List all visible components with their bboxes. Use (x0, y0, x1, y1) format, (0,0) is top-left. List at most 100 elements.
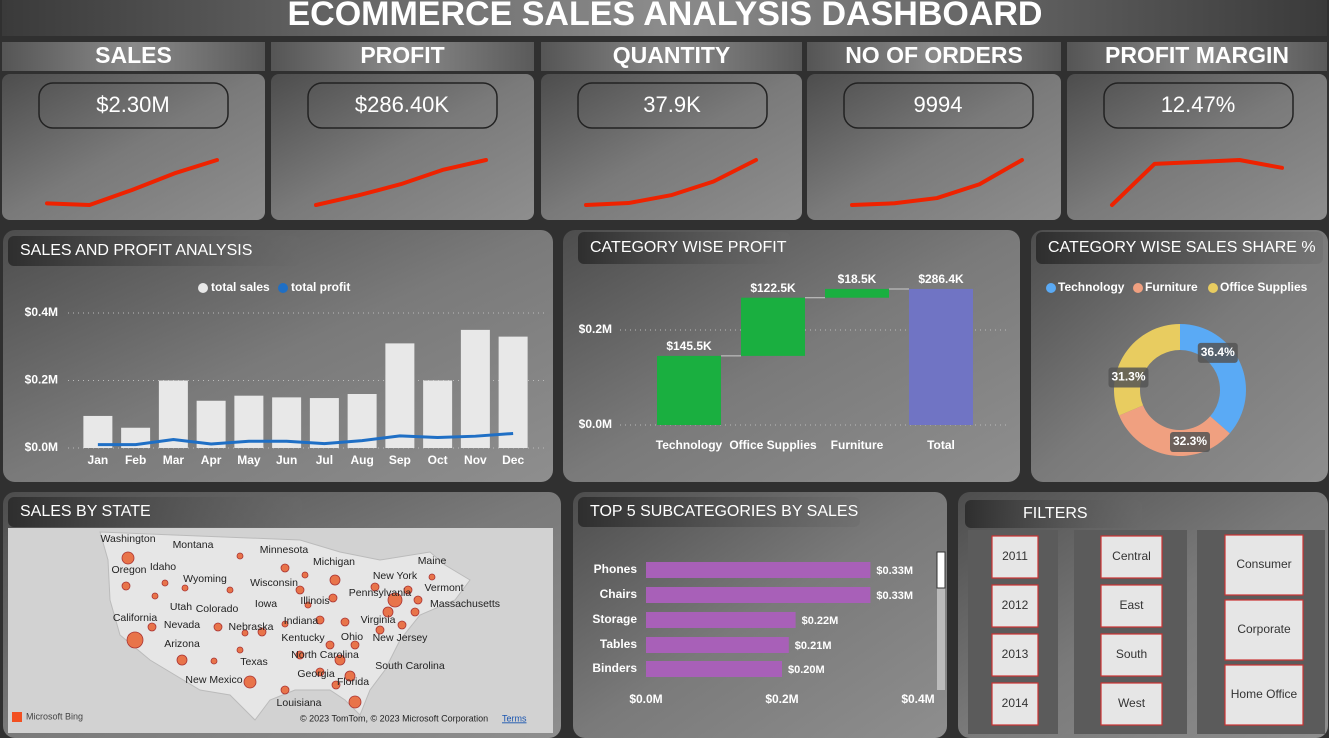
map-bubble (147, 622, 157, 632)
map-bubble (410, 607, 420, 617)
filter-label[interactable]: 2014 (1002, 696, 1029, 710)
state-label: California (113, 612, 158, 624)
state-label: Florida (337, 676, 369, 688)
filter-button[interactable] (1100, 682, 1163, 726)
panel-tab (8, 236, 300, 266)
kpi-value: 37.9K (643, 92, 701, 117)
state-label: Colorado (196, 603, 239, 615)
filter-button[interactable] (1100, 535, 1163, 579)
bar (309, 398, 339, 448)
map-bubble (387, 592, 403, 608)
y-tick-label: $0.0M (25, 440, 58, 454)
kpi-label: NO OF ORDERS (845, 42, 1023, 68)
filter-button[interactable] (1100, 584, 1163, 628)
filter-label[interactable]: 2011 (1002, 549, 1028, 563)
filter-button[interactable] (991, 535, 1039, 579)
map-bubble (243, 675, 257, 689)
y-tick-label: $0.4M (25, 305, 58, 319)
map-terms-link[interactable]: Terms (502, 713, 527, 723)
value-label-box (1108, 367, 1149, 388)
kpi-header (271, 42, 534, 71)
y-tick-label: $0.0M (579, 417, 612, 431)
title-bar (2, 0, 1327, 36)
map-bubble (181, 584, 189, 592)
map-bubble (301, 571, 309, 579)
map-bubble (226, 586, 234, 594)
kpi-pill (307, 82, 498, 129)
state-label: Nebraska (229, 621, 274, 633)
filter-label[interactable]: 2012 (1002, 598, 1029, 612)
map-copyright: © 2023 TomTom, © 2023 Microsoft Corporat… (300, 713, 488, 723)
map-bubble (213, 622, 223, 632)
map-bubble (295, 585, 305, 595)
state-label: Kentucky (281, 632, 325, 644)
filter-button[interactable] (991, 633, 1039, 677)
value-label: $0.33M (876, 565, 913, 577)
x-tick-label: Furniture (831, 438, 884, 452)
x-tick-label: Dec (502, 453, 524, 467)
state-label: Georgia (297, 668, 335, 680)
map-bubble (413, 595, 423, 605)
bar (460, 329, 490, 448)
state-label: Ohio (341, 631, 363, 643)
filter-label[interactable]: Consumer (1236, 557, 1291, 571)
bar (498, 336, 528, 448)
state-label: Nevada (164, 619, 200, 631)
donut-slice (1114, 324, 1180, 416)
bar (825, 288, 889, 298)
map-bubble (161, 579, 169, 587)
state-label: Washington (100, 533, 155, 545)
panel-title: SALES AND PROFIT ANALYSIS (20, 242, 252, 259)
filter-label[interactable]: East (1119, 598, 1144, 612)
legend-label: Furniture (1145, 280, 1198, 294)
kpi-label: PROFIT (360, 42, 444, 68)
filter-button[interactable] (1100, 633, 1163, 677)
kpi-pill (38, 82, 229, 129)
filter-button[interactable] (1224, 664, 1304, 726)
state-label: Minnesota (260, 544, 309, 556)
map-bubble (329, 574, 341, 586)
scrollbar-thumb[interactable] (936, 551, 946, 589)
legend-marker (198, 283, 208, 293)
panel-title: SALES BY STATE (20, 503, 151, 520)
legend-marker (278, 283, 288, 293)
filter-button[interactable] (991, 584, 1039, 628)
kpi-header (541, 42, 802, 71)
filter-button[interactable] (1224, 534, 1304, 596)
state-label: Pennsylvania (349, 587, 412, 599)
filter-label[interactable]: Central (1112, 549, 1151, 563)
y-tick-label: Binders (592, 661, 637, 675)
map-bubble (126, 631, 144, 649)
bar (646, 612, 796, 628)
filter-button[interactable] (1224, 599, 1304, 661)
bar (741, 297, 805, 356)
x-tick-label: Mar (163, 453, 185, 467)
map-bubble (210, 657, 218, 665)
kpi-header (2, 42, 265, 71)
map-bubble (370, 582, 380, 592)
filter-label[interactable]: South (1116, 647, 1147, 661)
panel-tab (1036, 232, 1323, 264)
kpi-value: 12.47% (1161, 92, 1236, 117)
x-tick-label: Oct (428, 453, 448, 467)
kpi-sparkline (850, 158, 1024, 207)
panel-title: CATEGORY WISE SALES SHARE % (1048, 239, 1316, 256)
filter-label[interactable]: Home Office (1231, 687, 1298, 701)
filter-label[interactable]: 2013 (1002, 647, 1029, 661)
kpi-card (807, 74, 1061, 220)
filter-label[interactable]: West (1118, 696, 1146, 710)
bar (646, 562, 871, 578)
state-label: New Mexico (185, 674, 242, 686)
filter-button[interactable] (991, 682, 1039, 726)
y-tick-label: $0.2M (25, 373, 58, 387)
map-bubble (151, 592, 159, 600)
panel-tab (578, 232, 790, 264)
filter-label[interactable]: Corporate (1237, 622, 1291, 636)
map-bubble (428, 573, 436, 581)
x-tick-label: Apr (201, 453, 222, 467)
dashboard-title: ECOMMERCE SALES ANALYSIS DASHBOARD (287, 0, 1042, 33)
value-label: $0.21M (795, 640, 832, 652)
state-label: Wisconsin (250, 577, 298, 589)
map-bubble (315, 615, 325, 625)
